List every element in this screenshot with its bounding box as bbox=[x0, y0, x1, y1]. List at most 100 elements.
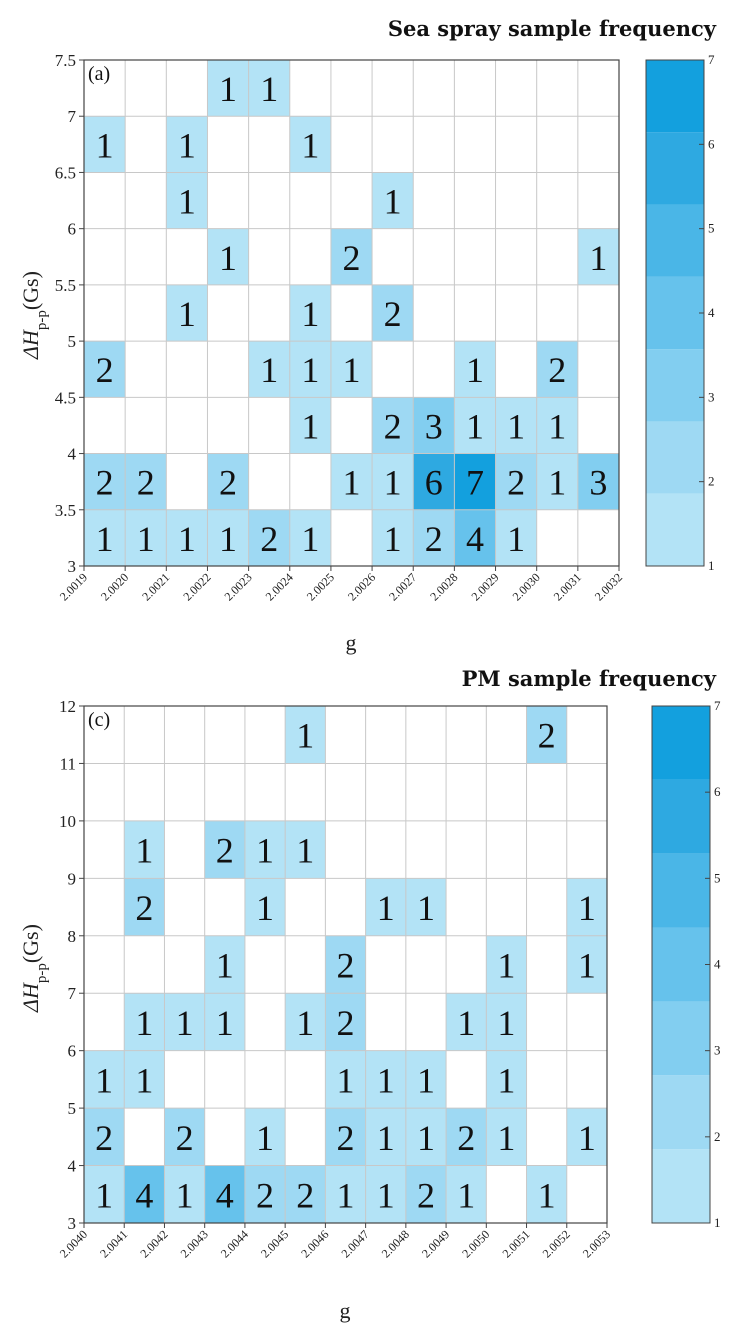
y-tick-label: 4.5 bbox=[55, 388, 76, 407]
colorbar-tick-label: 3 bbox=[708, 389, 715, 404]
cell-value-label: 1 bbox=[219, 69, 237, 109]
heatmap-cell bbox=[125, 453, 167, 510]
heatmap-cells-a: 1 1 1 1 2 1 1 2 4 12 2 2 1 1 6 7 2 1 31 2 3 1 1 12 1 1 1 1 21 1 21 2 11 1… bbox=[84, 60, 619, 566]
heatmap-cell bbox=[124, 993, 165, 1051]
heatmap-cell bbox=[248, 509, 290, 566]
heatmap-cell bbox=[84, 453, 126, 510]
y-tick-label: 4 bbox=[68, 1157, 77, 1176]
heatmap-cell bbox=[577, 453, 619, 510]
heatmap-cell bbox=[365, 1108, 406, 1166]
colorbar-tick-label: 3 bbox=[714, 1043, 721, 1058]
cell-value-label: 3 bbox=[425, 406, 443, 446]
x-tick-label: 2.0025 bbox=[304, 570, 337, 603]
y-tick-labels-c: 3 4 5 6 7 8 9 10 11 12 bbox=[59, 697, 84, 1233]
heatmap-cells-c: 1 4 1 4 2 2 1 1 2 1 12 2 1 2 1 1 2 1 11 1 1 1 1 11 1 1 1 2 1 11 2 1 12 1 1… bbox=[84, 706, 607, 1223]
heatmap-cell bbox=[365, 878, 406, 936]
cell-value-label: 1 bbox=[578, 1118, 596, 1158]
cell-value-label: 1 bbox=[497, 1118, 515, 1158]
cell-value-label: 1 bbox=[507, 406, 525, 446]
y-tick-label: 5.5 bbox=[55, 276, 76, 295]
heatmap-cell bbox=[495, 509, 537, 566]
cell-value-label: 1 bbox=[548, 406, 566, 446]
heatmap-cell bbox=[325, 993, 366, 1051]
cell-value-label: 1 bbox=[301, 125, 319, 165]
cell-value-label: 1 bbox=[96, 519, 114, 559]
heatmap-cell bbox=[84, 1050, 125, 1109]
heatmap-cell bbox=[289, 116, 331, 173]
heatmap-cell bbox=[330, 341, 373, 398]
heatmap-cell bbox=[204, 820, 245, 879]
cell-value-label: 1 bbox=[219, 519, 237, 559]
y-tick-label: 8 bbox=[68, 927, 77, 946]
cell-value-label: 2 bbox=[384, 294, 402, 334]
heatmap-cell bbox=[486, 1050, 527, 1109]
cell-value-label: 1 bbox=[337, 1175, 355, 1215]
colorbar-segment bbox=[652, 779, 710, 854]
heatmap-cell bbox=[454, 397, 496, 454]
cell-value-label: 1 bbox=[417, 1118, 435, 1158]
heatmap-cell bbox=[164, 1108, 205, 1166]
heatmap-cell bbox=[244, 1108, 286, 1166]
y-tick-label: 11 bbox=[60, 754, 76, 773]
heatmap-cell bbox=[486, 935, 527, 994]
heatmap-cell bbox=[124, 1165, 165, 1223]
cell-value-label: 1 bbox=[95, 1060, 113, 1100]
y-tick-label: 6.5 bbox=[55, 163, 76, 182]
x-tick-label: 2.0028 bbox=[427, 570, 460, 603]
cell-value-label: 1 bbox=[466, 350, 484, 390]
heatmap-cell bbox=[446, 1165, 487, 1223]
colorbar-c: 1 2 3 4 5 6 7 bbox=[651, 698, 721, 1230]
heatmap-cell bbox=[244, 1165, 286, 1223]
cell-value-label: 1 bbox=[466, 406, 484, 446]
heatmap-cell bbox=[536, 453, 578, 510]
x-tick-label: 2.0024 bbox=[263, 570, 296, 603]
x-tick-label: 2.0046 bbox=[298, 1227, 331, 1260]
heatmap-cell bbox=[164, 1165, 205, 1223]
colorbar-segment bbox=[646, 132, 704, 205]
cell-value-label: 2 bbox=[176, 1118, 194, 1158]
cell-value-label: 1 bbox=[343, 463, 361, 503]
heatmap-cell bbox=[166, 284, 208, 342]
heatmap-cell bbox=[285, 993, 326, 1051]
x-tick-label: 2.0047 bbox=[339, 1227, 372, 1260]
y-tick-label: 6 bbox=[68, 1042, 77, 1061]
cell-value-label: 2 bbox=[343, 238, 361, 278]
cell-value-label: 1 bbox=[135, 831, 153, 871]
heatmap-cell bbox=[486, 1108, 527, 1166]
heatmap-cell bbox=[486, 993, 527, 1051]
x-tick-label: 2.0030 bbox=[510, 570, 543, 603]
heatmap-cell bbox=[372, 453, 414, 510]
cell-value-label: 2 bbox=[417, 1175, 435, 1215]
panel-label-c: (c) bbox=[88, 709, 110, 731]
cell-value-label: 1 bbox=[260, 69, 278, 109]
cell-value-label: 2 bbox=[337, 1003, 355, 1043]
cell-value-label: 1 bbox=[256, 888, 274, 928]
heatmap-grid-a bbox=[84, 60, 619, 566]
heatmap-cell bbox=[204, 1165, 245, 1223]
cell-value-label: 2 bbox=[507, 463, 525, 503]
heatmap-cell bbox=[84, 116, 126, 173]
y-tick-label: 6 bbox=[68, 220, 77, 239]
heatmap-cell bbox=[325, 935, 366, 994]
colorbar-segment bbox=[652, 706, 710, 780]
cell-value-label: 4 bbox=[135, 1175, 153, 1215]
colorbar-segment bbox=[652, 927, 710, 1002]
heatmap-cell bbox=[207, 60, 249, 117]
cell-value-label: 2 bbox=[260, 519, 278, 559]
x-tick-label: 2.0048 bbox=[379, 1227, 412, 1260]
cell-value-label: 1 bbox=[176, 1003, 194, 1043]
heatmap-cell bbox=[124, 1050, 165, 1109]
y-axis-title-a: ΔHp-p(Gs) bbox=[18, 271, 50, 360]
cell-value-label: 1 bbox=[384, 463, 402, 503]
cell-value-label: 1 bbox=[343, 350, 361, 390]
cell-value-label: 2 bbox=[135, 888, 153, 928]
cell-value-label: 1 bbox=[178, 519, 196, 559]
heatmap-cell bbox=[405, 1050, 447, 1109]
cell-value-label: 2 bbox=[96, 350, 114, 390]
cell-value-label: 2 bbox=[548, 350, 566, 390]
x-tick-label: 2.0044 bbox=[218, 1227, 251, 1260]
heatmap-cell bbox=[526, 1165, 567, 1223]
colorbar-tick-label: 7 bbox=[708, 52, 715, 67]
y-tick-label: 5 bbox=[68, 1099, 77, 1118]
y-tick-label: 7.5 bbox=[55, 51, 76, 70]
